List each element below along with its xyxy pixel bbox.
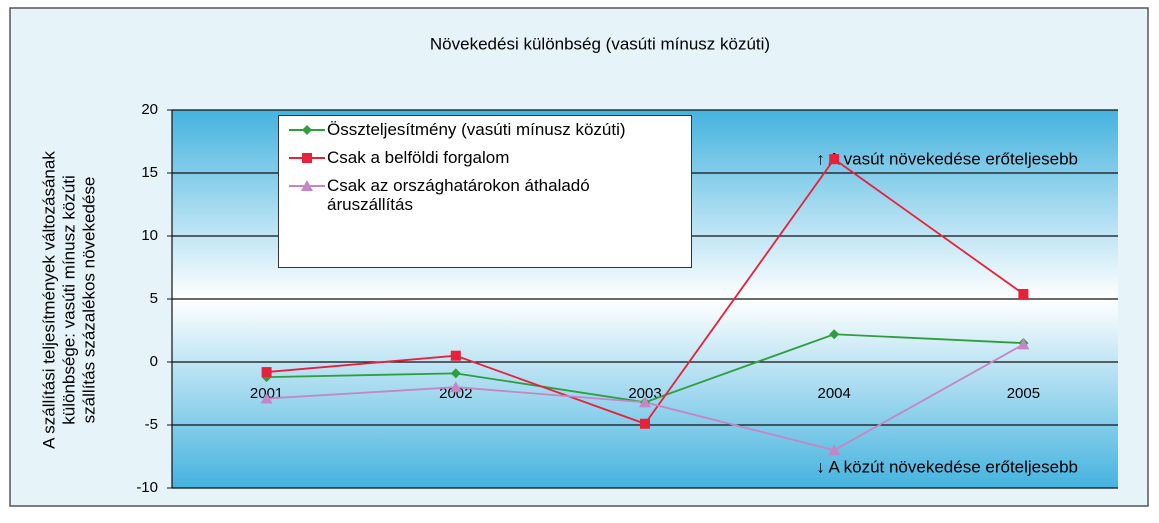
legend-label: Összteljesítmény (vasúti mínusz közúti)	[327, 120, 626, 139]
legend-icon	[289, 125, 325, 135]
legend-label: Csak az országhatárokon áthaladó áruszál…	[327, 176, 590, 214]
legend-entry: Összteljesítmény (vasúti mínusz közúti)	[287, 120, 683, 140]
y-tick-label: -10	[136, 479, 158, 496]
y-label-line: szállítás százalékos növekedése	[79, 177, 98, 424]
marker	[639, 396, 651, 408]
annotation: ↓ A közút növekedése erőteljesebb	[816, 457, 1078, 476]
y-axis-label: A szállítási teljesítmények változásának…	[39, 151, 98, 449]
marker	[302, 153, 312, 163]
y-label-line: különbsége: vasúti mínusz közúti	[59, 175, 78, 424]
y-tick-label: -5	[145, 416, 158, 433]
marker	[302, 125, 312, 135]
marker	[449, 381, 462, 393]
y-tick-label: 15	[141, 164, 158, 181]
annotation: ↑ A vasút növekedése erőteljesebb	[816, 149, 1078, 168]
legend: Összteljesítmény (vasúti mínusz közúti) C…	[278, 115, 692, 268]
y-tick-label: 0	[150, 353, 158, 370]
legend-label: Csak a belföldi forgalom	[327, 148, 510, 167]
legend-icon	[289, 153, 325, 163]
marker	[640, 418, 650, 429]
legend-entry: Csak a belföldi forgalom	[287, 148, 683, 168]
legend-entry: Csak az országhatárokon áthaladó áruszál…	[287, 176, 683, 214]
x-tick-label: 2004	[818, 385, 851, 402]
y-tick-label: 20	[141, 101, 158, 118]
legend-icon	[289, 180, 325, 191]
y-tick-label: 10	[141, 227, 158, 244]
marker	[828, 444, 841, 456]
marker	[1017, 338, 1030, 350]
marker	[450, 350, 461, 361]
marker	[450, 368, 461, 379]
marker	[829, 329, 840, 340]
marker	[301, 180, 313, 191]
x-tick-label: 2005	[1007, 385, 1040, 402]
y-tick-label: 5	[150, 290, 158, 307]
marker	[261, 367, 272, 378]
marker	[829, 154, 840, 165]
chart-title: Növekedési különbség (vasúti mínusz közú…	[430, 34, 770, 53]
x-tick-label: 2003	[628, 385, 661, 402]
marker	[1018, 288, 1029, 299]
marker	[260, 392, 273, 404]
y-label-line: A szállítási teljesítmények változásának	[39, 151, 58, 449]
x-tick-label: 2002	[439, 385, 472, 402]
